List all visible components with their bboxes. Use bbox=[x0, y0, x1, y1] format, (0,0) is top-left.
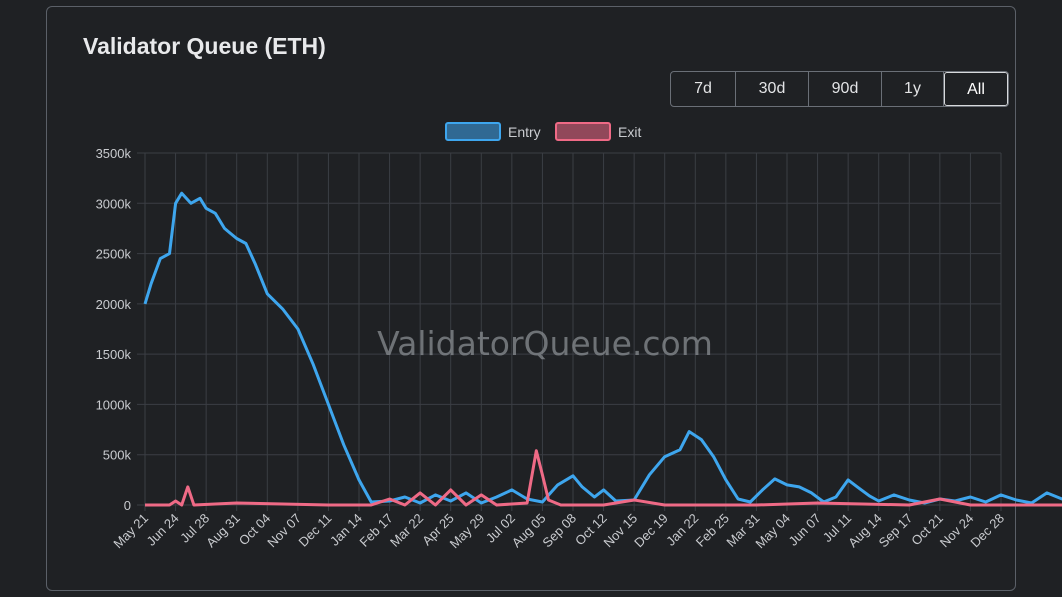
x-tick-label: May 21 bbox=[110, 511, 151, 552]
x-tick-label: Sep 17 bbox=[876, 511, 916, 551]
x-tick-label: Nov 15 bbox=[601, 511, 641, 551]
y-tick-label: 1000k bbox=[96, 397, 132, 412]
y-tick-label: 2000k bbox=[96, 297, 132, 312]
x-tick-label: Mar 22 bbox=[387, 511, 426, 550]
x-tick-label: Dec 28 bbox=[967, 511, 1007, 551]
x-tick-label: May 04 bbox=[752, 511, 793, 552]
x-tick-label: Dec 19 bbox=[631, 511, 671, 551]
y-tick-label: 0 bbox=[124, 498, 131, 513]
series-line-entry bbox=[143, 191, 1062, 505]
y-tick-label: 1500k bbox=[96, 347, 132, 362]
x-tick-label: May 29 bbox=[447, 511, 488, 552]
watermark-text: ValidatorQueue.com bbox=[377, 324, 713, 363]
time-range-selector: 7d 30d 90d 1y All bbox=[670, 71, 1009, 107]
x-tick-label: Dec 11 bbox=[295, 511, 334, 550]
range-button-all[interactable]: All bbox=[944, 72, 1008, 106]
x-tick-label: Aug 14 bbox=[845, 511, 885, 551]
range-button-7d[interactable]: 7d bbox=[671, 72, 736, 106]
y-tick-label: 3500k bbox=[96, 146, 132, 161]
y-tick-label: 500k bbox=[103, 448, 132, 463]
x-tick-label: Nov 24 bbox=[937, 511, 977, 551]
grid bbox=[137, 152, 1002, 511]
x-tick-label: Sep 08 bbox=[539, 511, 579, 551]
x-tick-label: Nov 07 bbox=[264, 511, 304, 551]
legend-swatch-entry[interactable] bbox=[445, 122, 501, 141]
legend: Entry Exit bbox=[445, 122, 641, 141]
legend-label-exit[interactable]: Exit bbox=[618, 124, 641, 140]
legend-swatch-exit[interactable] bbox=[555, 122, 611, 141]
range-button-1y[interactable]: 1y bbox=[882, 72, 944, 106]
series-line-exit bbox=[145, 449, 1062, 507]
range-button-90d[interactable]: 90d bbox=[809, 72, 882, 106]
series-lines bbox=[143, 191, 1062, 507]
x-tick-label: Jun 07 bbox=[785, 511, 823, 549]
legend-label-entry[interactable]: Entry bbox=[508, 124, 541, 140]
chart-card: Validator Queue (ETH) 7d 30d 90d 1y All bbox=[46, 6, 1016, 591]
chart-title: Validator Queue (ETH) bbox=[83, 33, 326, 59]
y-axis: 0 500k 1000k 1500k 2000k 2500k 3000k 3500k bbox=[96, 146, 132, 513]
x-tick-label: Aug 31 bbox=[203, 511, 243, 551]
y-tick-label: 2500k bbox=[96, 247, 132, 262]
range-button-30d[interactable]: 30d bbox=[736, 72, 809, 106]
x-tick-label: Feb 25 bbox=[693, 511, 732, 550]
y-tick-label: 3000k bbox=[96, 196, 132, 211]
x-tick-label: Aug 05 bbox=[509, 511, 549, 551]
x-tick-label: Jun 24 bbox=[143, 511, 181, 549]
x-tick-label: Feb 17 bbox=[356, 511, 395, 550]
